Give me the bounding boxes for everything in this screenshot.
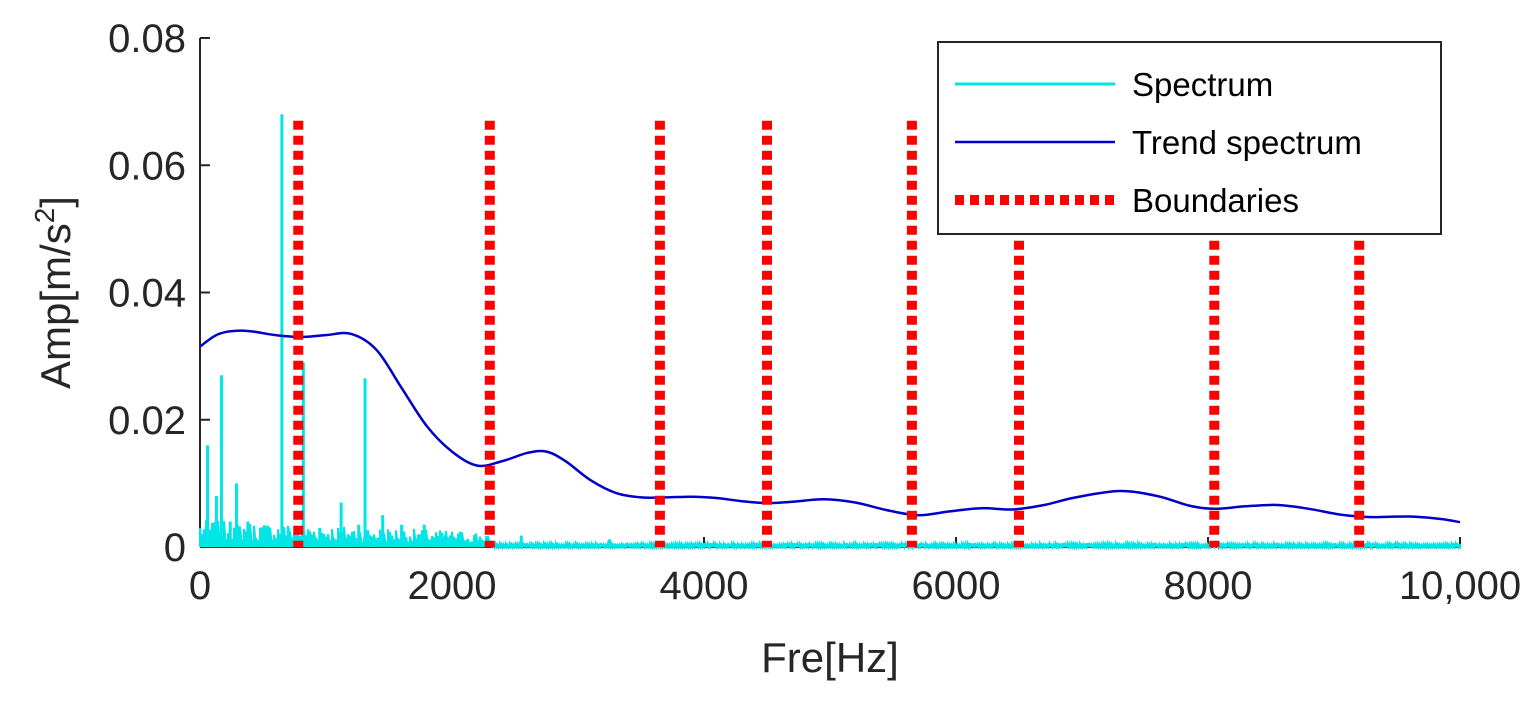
y-tick-label: 0.04 <box>108 272 186 316</box>
spectrum-series <box>199 114 1461 551</box>
y-axis-title-superscript: 2 <box>29 208 60 224</box>
boundaries-series <box>293 120 1365 547</box>
legend-label-boundaries: Boundaries <box>1132 182 1299 219</box>
trend-spectrum-series <box>199 329 1461 524</box>
x-ticks: 0 2000 4000 6000 8000 10,000 <box>189 537 1521 608</box>
y-tick-label: 0.06 <box>108 144 186 188</box>
x-tick-label: 6000 <box>912 564 1001 608</box>
x-tick-label: 4000 <box>660 564 749 608</box>
legend-label-spectrum: Spectrum <box>1132 66 1273 103</box>
series-layer <box>199 114 1461 551</box>
x-tick-label: 10,000 <box>1399 564 1521 608</box>
y-tick-label: 0.02 <box>108 399 186 443</box>
legend: Spectrum Trend spectrum Boundaries <box>937 41 1442 235</box>
axes: 0 2000 4000 6000 8000 10,000 0 0.02 0.04 0.06 0.0… <box>108 17 1521 608</box>
x-tick-label: 0 <box>189 564 211 608</box>
y-axis-title-end: ] <box>32 196 79 208</box>
y-ticks: 0 0.02 0.04 0.06 0.08 <box>108 17 210 570</box>
y-axis-title-main: Amp[m/s <box>32 223 79 389</box>
trend-spectrum-line <box>199 329 1461 524</box>
y-axis-title: Amp[m/s2] <box>29 196 79 389</box>
x-tick-label: 8000 <box>1164 564 1253 608</box>
spectrum-noise-floor <box>199 520 1461 551</box>
legend-label-trend-spectrum: Trend spectrum <box>1132 124 1362 161</box>
x-tick-label: 2000 <box>408 564 497 608</box>
y-tick-label: 0 <box>164 526 186 570</box>
y-tick-label: 0.08 <box>108 17 186 61</box>
x-axis-title: Fre[Hz] <box>761 634 899 681</box>
